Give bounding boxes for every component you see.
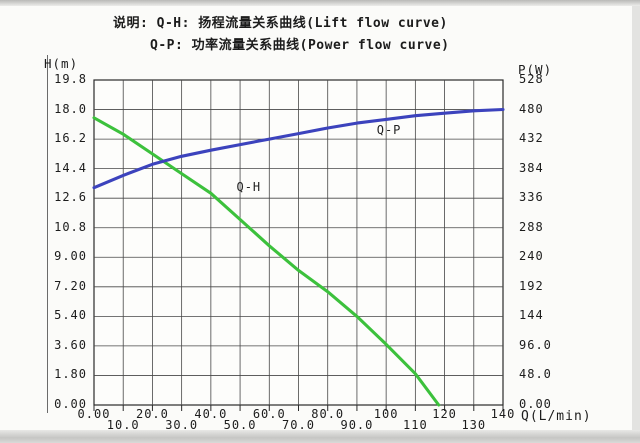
right-axis-tick: 336 [519,190,544,205]
x-axis-tick: 100 [373,407,399,421]
x-axis-tick: 0.00 [77,407,111,421]
left-axis-tick: 9.00 [54,249,87,264]
left-axis-title: H(m) [44,56,79,71]
left-axis-tick: 5.40 [54,308,87,323]
curve-q-h [92,116,441,407]
right-axis-tick: 192 [519,278,544,293]
right-axis-tick: 0.00 [519,397,552,411]
left-axis-tick: 10.8 [54,219,87,234]
x-axis-tick: 10.0 [106,418,140,432]
x-axis-tick: 60.0 [252,407,286,421]
right-axis-title: P(W) [518,62,553,77]
x-axis-tick: 70.0 [282,418,315,432]
x-axis-tick: 120 [432,407,457,421]
right-axis-tick: 480 [519,101,544,116]
right-axis-tick: 528 [519,72,544,86]
x-axis-tick: 140 [490,407,516,421]
legend-line-qh: 说明: Q-H: 扬程流量关系曲线(Lift flow curve) [113,16,448,31]
x-axis-tick: 80.0 [311,407,345,421]
right-axis-tick: 96.0 [519,337,552,352]
x-axis-tick: 20.0 [135,407,169,421]
x-axis-tick: 30.0 [165,418,199,432]
curve-label-q-h: Q-H [236,179,262,194]
x-axis-tick: 50.0 [223,418,257,432]
curve-q-p [92,107,505,190]
left-axis-tick: 14.4 [54,160,87,175]
right-axis-tick: 432 [519,131,544,146]
left-axis-tick: 19.8 [54,72,87,86]
x-axis-tick: 40.0 [194,407,228,421]
axis-column-divider [47,55,48,413]
x-axis-tick: 130 [461,418,487,432]
right-axis-tick: 144 [519,308,544,323]
legend-line-qp: Q-P: 功率流量关系曲线(Power flow curve) [150,38,450,53]
left-axis-tick: 1.80 [54,367,87,382]
x-axis-tick: 110 [403,418,428,432]
right-axis-tick: 48.0 [519,367,552,382]
legend-note: 说明: Q-H: 扬程流量关系曲线(Lift flow curve) Q-P: … [113,13,450,57]
left-axis-tick: 7.20 [54,278,87,293]
left-axis-tick: 12.6 [54,190,87,205]
right-axis-tick: 240 [519,249,544,264]
right-axis-tick: 384 [519,160,544,175]
left-axis-tick: 0.00 [54,397,87,411]
curve-label-q-p: Q-P [376,123,402,138]
left-axis-tick: 18.0 [54,101,87,116]
right-axis-tick: 288 [519,219,544,234]
x-axis-tick: 90.0 [340,418,374,432]
left-axis-tick: 3.60 [54,337,87,352]
left-axis-tick: 16.2 [54,131,87,146]
x-axis-title: Q(L/min) [521,409,592,424]
